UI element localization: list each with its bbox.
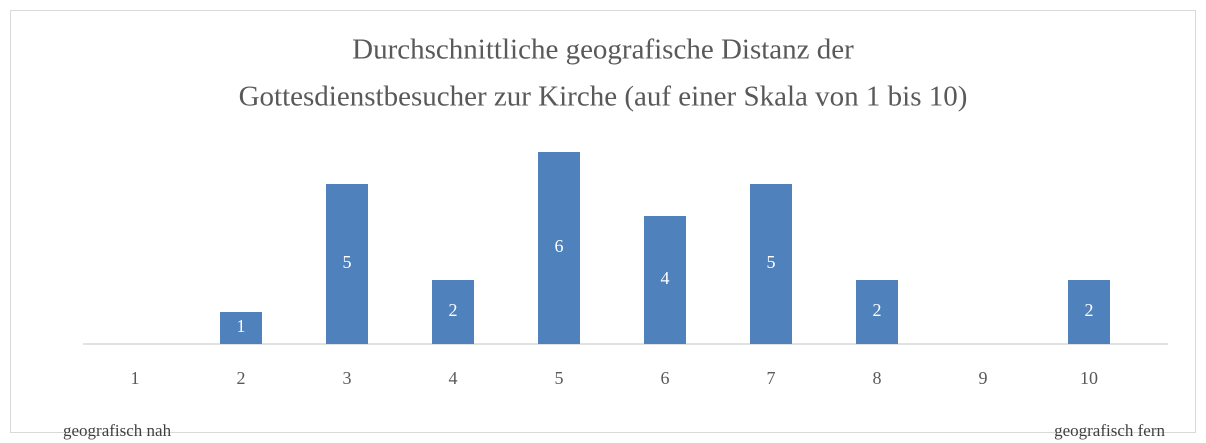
- bar: [1068, 280, 1110, 344]
- chart-title: Durchschnittliche geografische Distanz d…: [352, 34, 854, 66]
- bar: [220, 312, 262, 344]
- bar: [538, 152, 580, 344]
- annotation: geografisch nah: [63, 421, 172, 440]
- bar: [856, 280, 898, 344]
- value-label: 1: [237, 316, 246, 336]
- value-label: 2: [873, 300, 882, 320]
- value-label: 5: [343, 252, 352, 272]
- chart-border: [10, 10, 1196, 433]
- bar: [432, 280, 474, 344]
- bar: [750, 184, 792, 344]
- x-tick-label: 10: [1080, 368, 1098, 388]
- value-label: 2: [1085, 300, 1094, 320]
- value-label: 2: [449, 300, 458, 320]
- annotation: geografisch fern: [1054, 421, 1165, 440]
- x-tick-label: 4: [449, 368, 458, 388]
- x-tick-label: 7: [767, 368, 776, 388]
- bar: [644, 216, 686, 344]
- x-tick-label: 8: [873, 368, 882, 388]
- value-label: 4: [661, 268, 670, 288]
- value-label: 5: [767, 252, 776, 272]
- x-tick-label: 9: [979, 368, 988, 388]
- x-tick-label: 5: [555, 368, 564, 388]
- x-tick-label: 3: [343, 368, 352, 388]
- chart-title: Gottesdienstbesucher zur Kirche (auf ein…: [239, 81, 968, 113]
- value-label: 6: [555, 236, 564, 256]
- x-tick-label: 6: [661, 368, 670, 388]
- bar: [326, 184, 368, 344]
- x-tick-label: 2: [237, 368, 246, 388]
- x-tick-label: 1: [131, 368, 140, 388]
